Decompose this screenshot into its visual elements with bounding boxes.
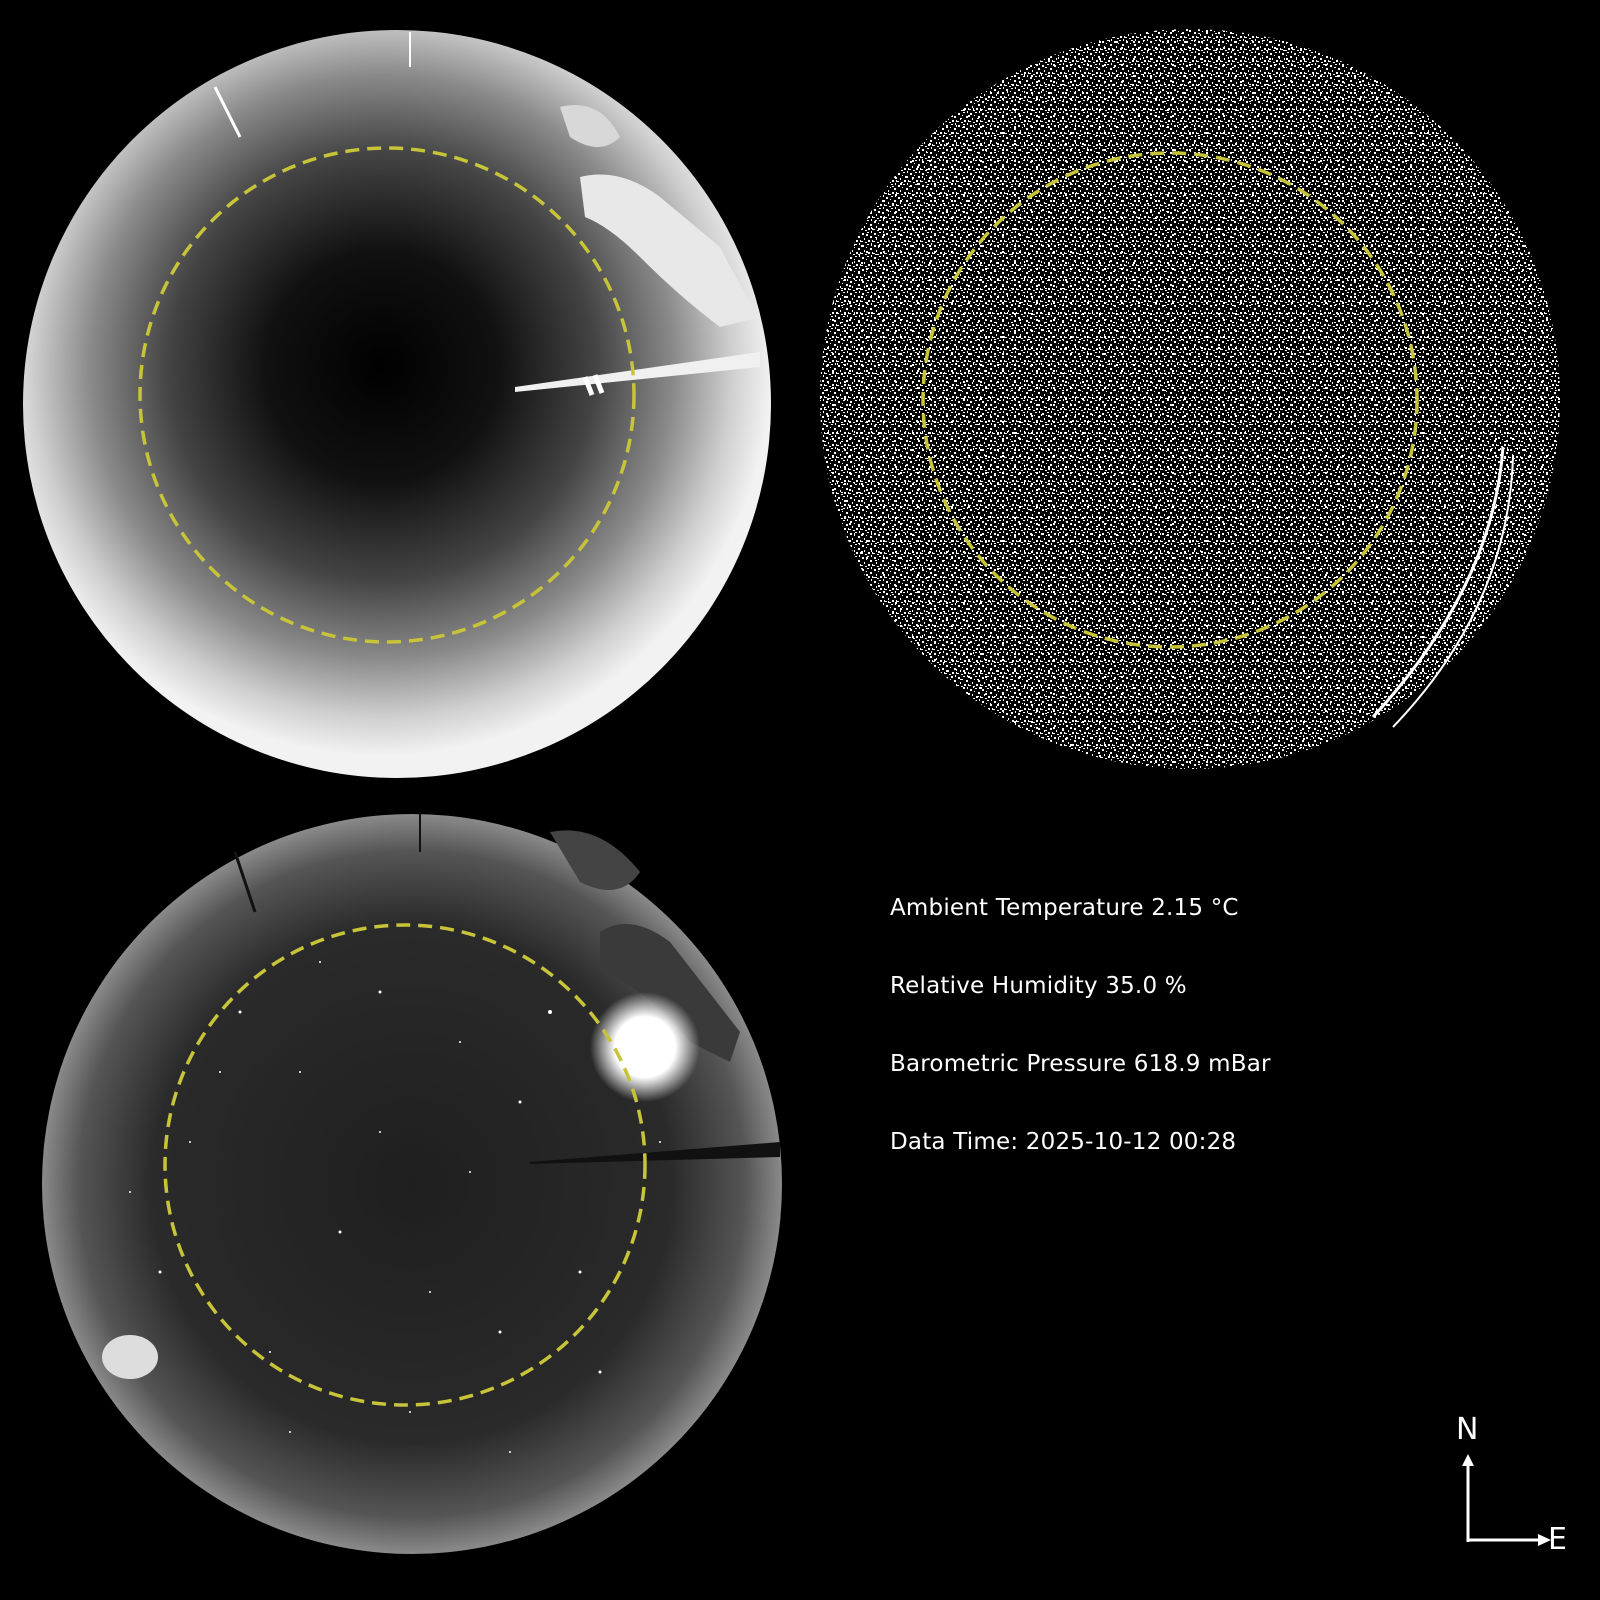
sky-disc (42, 814, 782, 1554)
sky-disc (23, 30, 771, 778)
all-sky-image-night (40, 812, 785, 1557)
guide-circle (163, 923, 647, 1407)
stars (129, 961, 661, 1453)
barometric-pressure-text: Barometric Pressure 618.9 mBar (890, 1051, 1271, 1077)
mast (530, 1142, 780, 1164)
east-label: E (1548, 1522, 1567, 1557)
mast (515, 352, 760, 392)
data-time-text: Data Time: 2025-10-12 00:28 (890, 1129, 1237, 1155)
moon (590, 992, 700, 1102)
relative-humidity-text: Relative Humidity 35.0 % (890, 973, 1187, 999)
all-sky-image-gray (20, 27, 775, 782)
dome-obstruction (580, 174, 760, 327)
compass-indicator: N E (1440, 1412, 1600, 1600)
guide-circle (921, 151, 1419, 649)
north-label: N (1456, 1412, 1479, 1447)
guide-circle (138, 146, 636, 644)
dome-obstruction (600, 924, 740, 1062)
noise-map-image (813, 27, 1568, 787)
ambient-temperature-text: Ambient Temperature 2.15 °C (890, 895, 1239, 921)
